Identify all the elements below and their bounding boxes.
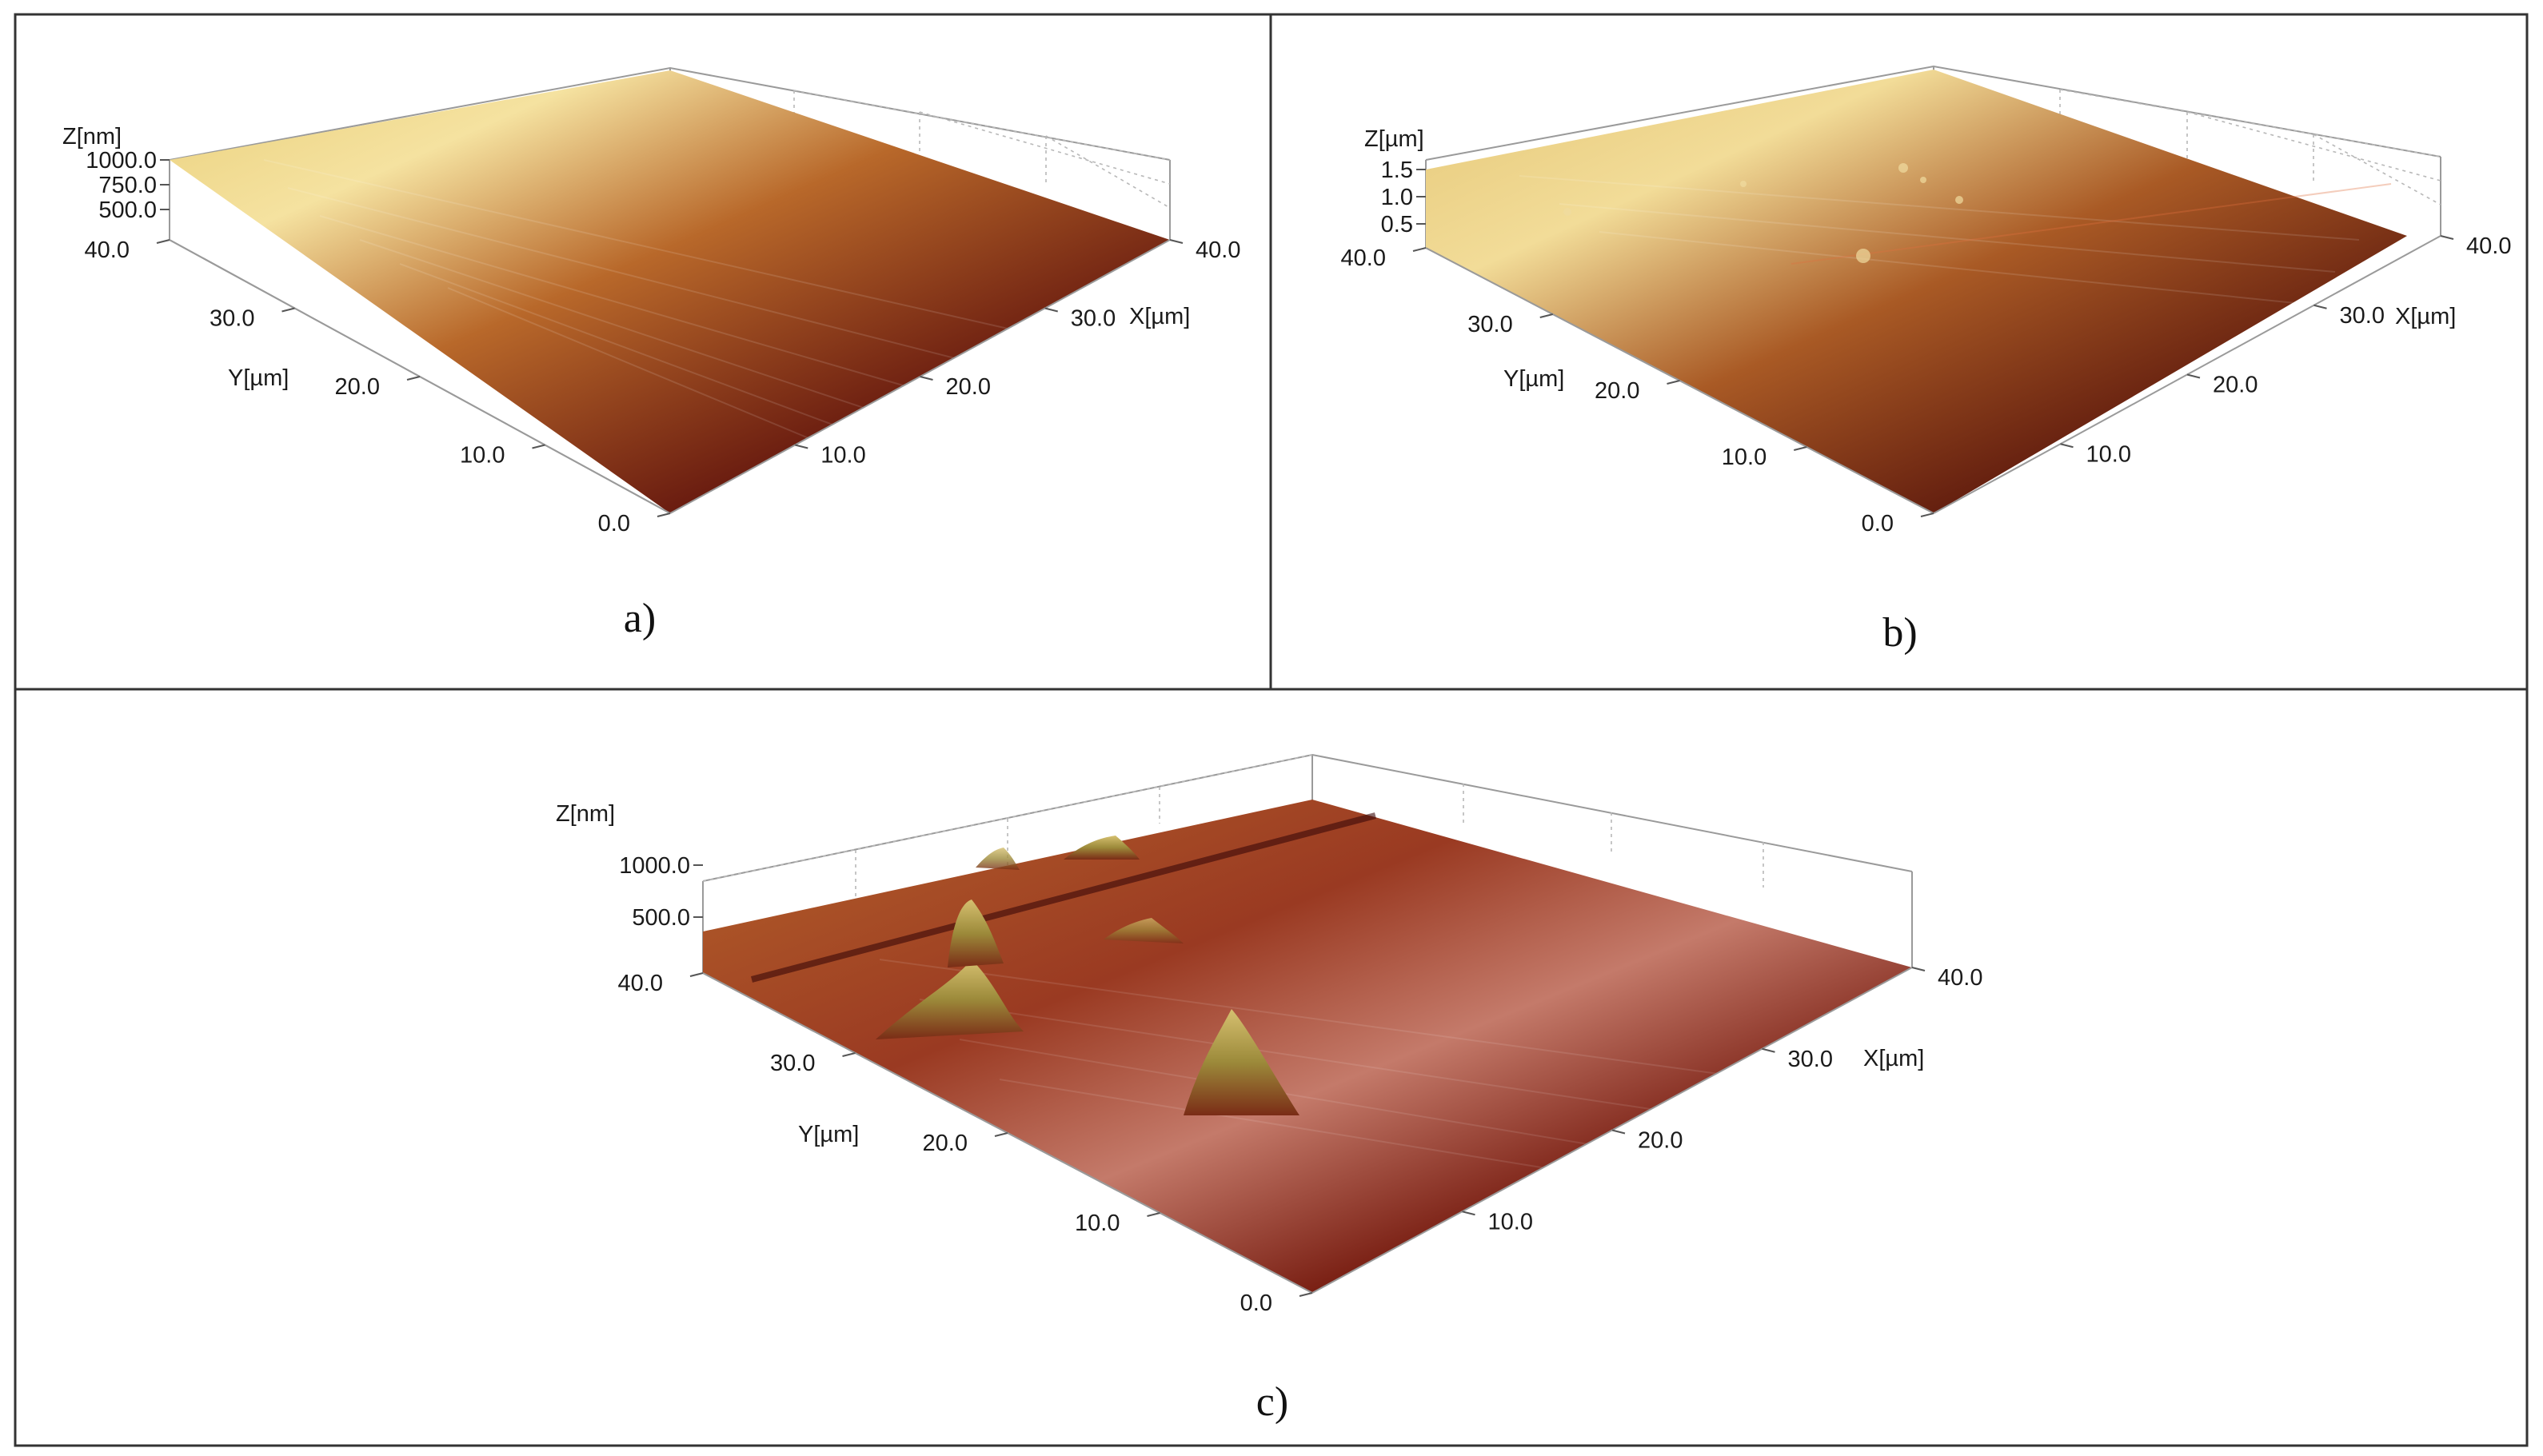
y-axis-title: Y[µm] [798, 1122, 859, 1147]
x-tick-mark [1762, 1047, 1775, 1053]
caption-a: a) [624, 596, 656, 641]
y-tick-label: 20.0 [335, 374, 380, 400]
x-tick-label: 20.0 [946, 374, 991, 400]
surface-texture-b [1519, 175, 2392, 305]
x-tick-mark [1044, 307, 1058, 313]
y-tick-label: 0.0 [1862, 511, 1894, 537]
z-axis-title: Z[nm] [556, 801, 615, 827]
y-tick-label: 10.0 [460, 443, 505, 469]
x-tick-label: 30.0 [1071, 306, 1116, 332]
x-tick-label: 40.0 [1938, 965, 1982, 991]
y-tick-mark [1299, 1292, 1313, 1297]
y-tick-label: 40.0 [85, 237, 130, 263]
surface-peaks-c [876, 836, 1299, 1115]
y-tick-label: 40.0 [1341, 245, 1386, 271]
x-axis-title: X[µm] [1129, 304, 1190, 329]
z-tick-label: 1000.0 [86, 148, 157, 174]
y-tick-mark [156, 239, 170, 244]
x-tick-mark [2060, 443, 2074, 449]
y-tick-label: 20.0 [923, 1131, 968, 1156]
x-axis-title: X[µm] [2395, 304, 2456, 329]
y-tick-mark [994, 1132, 1008, 1137]
y-tick-label: 40.0 [618, 971, 663, 996]
y-tick-label: 30.0 [770, 1051, 815, 1076]
y-tick-label: 0.0 [1240, 1290, 1272, 1316]
z-tick-label: 0.5 [1381, 212, 1413, 237]
x-tick-label: 10.0 [1488, 1209, 1533, 1235]
x-tick-label: 10.0 [2086, 441, 2131, 467]
y-tick-label: 0.0 [598, 511, 630, 537]
z-tick-label: 500.0 [98, 197, 157, 223]
z-tick-label: 1.5 [1381, 158, 1413, 183]
surface-texture-c [879, 959, 1760, 1184]
caption-b: b) [1882, 610, 1917, 656]
surface-c [703, 800, 1912, 1293]
x-tick-label: 40.0 [1196, 237, 1240, 263]
y-tick-mark [1667, 380, 1680, 385]
z-tick-label: 1.0 [1381, 185, 1413, 210]
x-tick-label: 20.0 [2213, 373, 2258, 398]
x-tick-label: 10.0 [820, 443, 865, 469]
y-tick-mark [657, 513, 671, 517]
y-tick-mark [281, 307, 295, 313]
ridge-line-c [750, 812, 1377, 983]
panel-frames [14, 13, 2529, 1447]
x-tick-mark [1911, 967, 1926, 971]
x-tick-label: 30.0 [2340, 303, 2385, 329]
x-tick-mark [1611, 1129, 1626, 1135]
z-axis-title: Z[µm] [1364, 126, 1424, 152]
z-tick-label: 750.0 [98, 173, 157, 198]
x-tick-mark [795, 444, 808, 449]
y-tick-mark [842, 1052, 856, 1057]
y-tick-mark [1539, 313, 1553, 318]
y-tick-mark [689, 972, 704, 977]
panel-c: 0.0 10.0 20.0 30.0 40.0 10.0 20.0 30.0 40.0 1000.… [556, 753, 1982, 1316]
surface-texture-a [263, 159, 1040, 489]
panel-b: 0.0 10.0 20.0 30.0 40.0 10.0 20.0 30.0 40.0 1.51.… [1341, 65, 2511, 537]
z-axis-title: Z[nm] [62, 124, 122, 150]
surface-a [170, 70, 1170, 513]
surface-b [1426, 70, 2407, 513]
y-tick-mark [532, 444, 545, 449]
y-axis-title: Y[µm] [228, 365, 289, 391]
y-tick-label: 30.0 [1467, 312, 1512, 337]
x-tick-mark [1169, 239, 1184, 244]
x-tick-mark [1462, 1211, 1475, 1216]
y-tick-mark [1794, 446, 1807, 451]
x-tick-mark [2313, 304, 2327, 309]
x-tick-label: 20.0 [1638, 1128, 1683, 1154]
y-tick-mark [406, 376, 421, 381]
x-axis-title: X[µm] [1863, 1046, 1924, 1071]
y-axis-title: Y[µm] [1503, 366, 1564, 392]
y-tick-label: 10.0 [1722, 445, 1767, 470]
panel-a: 0.0 10.0 20.0 30.0 40.0 10.0 20.0 30.0 40.0 1000.… [62, 66, 1240, 537]
z-tick-label: 1000.0 [619, 853, 690, 879]
y-tick-label: 10.0 [1075, 1211, 1120, 1236]
caption-c: c) [1256, 1379, 1288, 1425]
x-tick-label: 30.0 [1788, 1047, 1833, 1072]
x-tick-label: 40.0 [2466, 233, 2511, 259]
y-tick-mark [1920, 513, 1934, 517]
surface-spots-b [1563, 163, 1963, 263]
x-tick-mark [2440, 235, 2454, 240]
y-tick-label: 30.0 [210, 306, 254, 332]
x-tick-mark [920, 376, 933, 381]
x-tick-mark [2186, 373, 2201, 379]
y-tick-mark [1412, 247, 1427, 252]
z-tick-label: 500.0 [632, 905, 690, 931]
y-tick-label: 20.0 [1595, 378, 1639, 404]
y-tick-mark [1147, 1212, 1160, 1217]
frame-c [14, 688, 2529, 1447]
